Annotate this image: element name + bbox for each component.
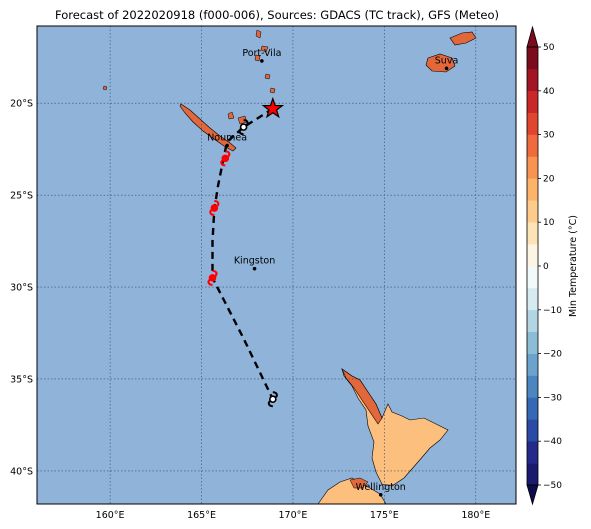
colorbar-segment: [527, 68, 538, 92]
colorbar-segment: [527, 441, 538, 464]
lon-tick-label: 180°E: [461, 510, 490, 521]
lat-tick-label: 35°S: [10, 374, 33, 385]
cyclone-icon: [238, 119, 249, 136]
colorbar-min-extend: [526, 484, 539, 506]
lord-howe-island: [102, 85, 108, 91]
cyclone-icon: [267, 391, 278, 408]
colorbar-tick-label: −10: [543, 306, 562, 316]
colorbar-segment: [527, 200, 538, 223]
colorbar-tick-label: −50: [543, 481, 562, 491]
cyclone-symbols: [207, 96, 285, 408]
colorbar-tick-label: −30: [543, 393, 562, 403]
colorbar-segment: [527, 156, 538, 179]
current-position-star-icon: [261, 96, 285, 119]
new-caledonia-island: [179, 103, 237, 152]
city-label: Port-Vila: [242, 48, 281, 59]
colorbar-segment: [527, 463, 538, 486]
lon-tick-label: 165°E: [187, 510, 216, 521]
cyclone-icon: [220, 150, 231, 167]
land-masses: [102, 29, 477, 505]
map-grid: [37, 26, 516, 504]
city-dot: [260, 59, 264, 63]
city-dot: [378, 493, 383, 497]
colorbar-segment: [527, 222, 538, 245]
track-line: [211, 107, 274, 400]
colorbar-segment: [527, 134, 538, 157]
colorbar-segment: [527, 244, 538, 267]
lon-tick-label: 160°E: [96, 510, 125, 521]
colorbar-segment: [527, 112, 538, 135]
map-panel: Port-Vila Suva Noumea Kingston Wellington: [36, 25, 517, 505]
vanuatu-islands: [254, 29, 276, 94]
colorbar-segment: [527, 266, 538, 289]
longitude-tick-labels: 160°E 165°E 170°E 175°E 180°E: [96, 510, 491, 521]
figure-title: Forecast of 2022020918 (f000-006), Sourc…: [55, 8, 499, 22]
colorbar-tick-label: 30: [543, 131, 555, 141]
city-label: Kingston: [234, 256, 275, 267]
city-label: Suva: [435, 55, 459, 66]
colorbar-max-extend: [526, 25, 539, 48]
lat-tick-label: 40°S: [10, 466, 33, 477]
map-frame: [36, 25, 517, 505]
cyclone-icon: [209, 200, 220, 217]
colorbar: −50 −40 −30 −20 −10 0 10 20 30 40 50: [526, 25, 562, 506]
colorbar-segment: [527, 287, 538, 311]
colorbar-segment: [527, 309, 538, 332]
colorbar-segment: [527, 375, 538, 398]
city-dot: [225, 143, 229, 148]
lat-tick-label: 20°S: [10, 99, 33, 110]
colorbar-tick-label: 50: [543, 43, 555, 53]
colorbar-segment: [527, 178, 538, 201]
lon-tick-label: 175°E: [370, 510, 399, 521]
colorbar-tick-label: 0: [543, 262, 549, 272]
colorbar-tick-label: −20: [543, 350, 562, 360]
colorbar-segment: [527, 331, 538, 354]
colorbar-segment: [527, 353, 538, 376]
cyclone-icon: [207, 269, 218, 286]
colorbar-label: Min Temperature (°C): [568, 215, 579, 317]
nz-south-island-north: [349, 477, 369, 489]
lat-tick-label: 25°S: [10, 191, 33, 202]
city-dot: [252, 266, 257, 271]
latitude-tick-labels: 20°S 25°S 30°S 35°S 40°S: [10, 99, 33, 478]
city-markers: Port-Vila Suva Noumea Kingston Wellington: [207, 48, 458, 497]
colorbar-segment: [527, 90, 538, 113]
city-label: Noumea: [207, 133, 247, 144]
city-label: Wellington: [356, 482, 406, 493]
colorbar-segment: [527, 419, 538, 442]
colorbar-tick-label: 40: [543, 87, 555, 97]
nz-north-island-upper: [341, 368, 383, 425]
lat-tick-label: 30°S: [10, 283, 33, 294]
colorbar-tick-label: 20: [543, 174, 555, 184]
colorbar-tick-label: −40: [543, 437, 562, 447]
cyclone-track: [211, 107, 274, 400]
colorbar-tick-label: 10: [543, 218, 555, 228]
colorbar-segment: [527, 397, 538, 420]
colorbar-segment: [527, 47, 538, 70]
city-dot: [444, 66, 449, 71]
lon-tick-label: 170°E: [279, 510, 308, 521]
